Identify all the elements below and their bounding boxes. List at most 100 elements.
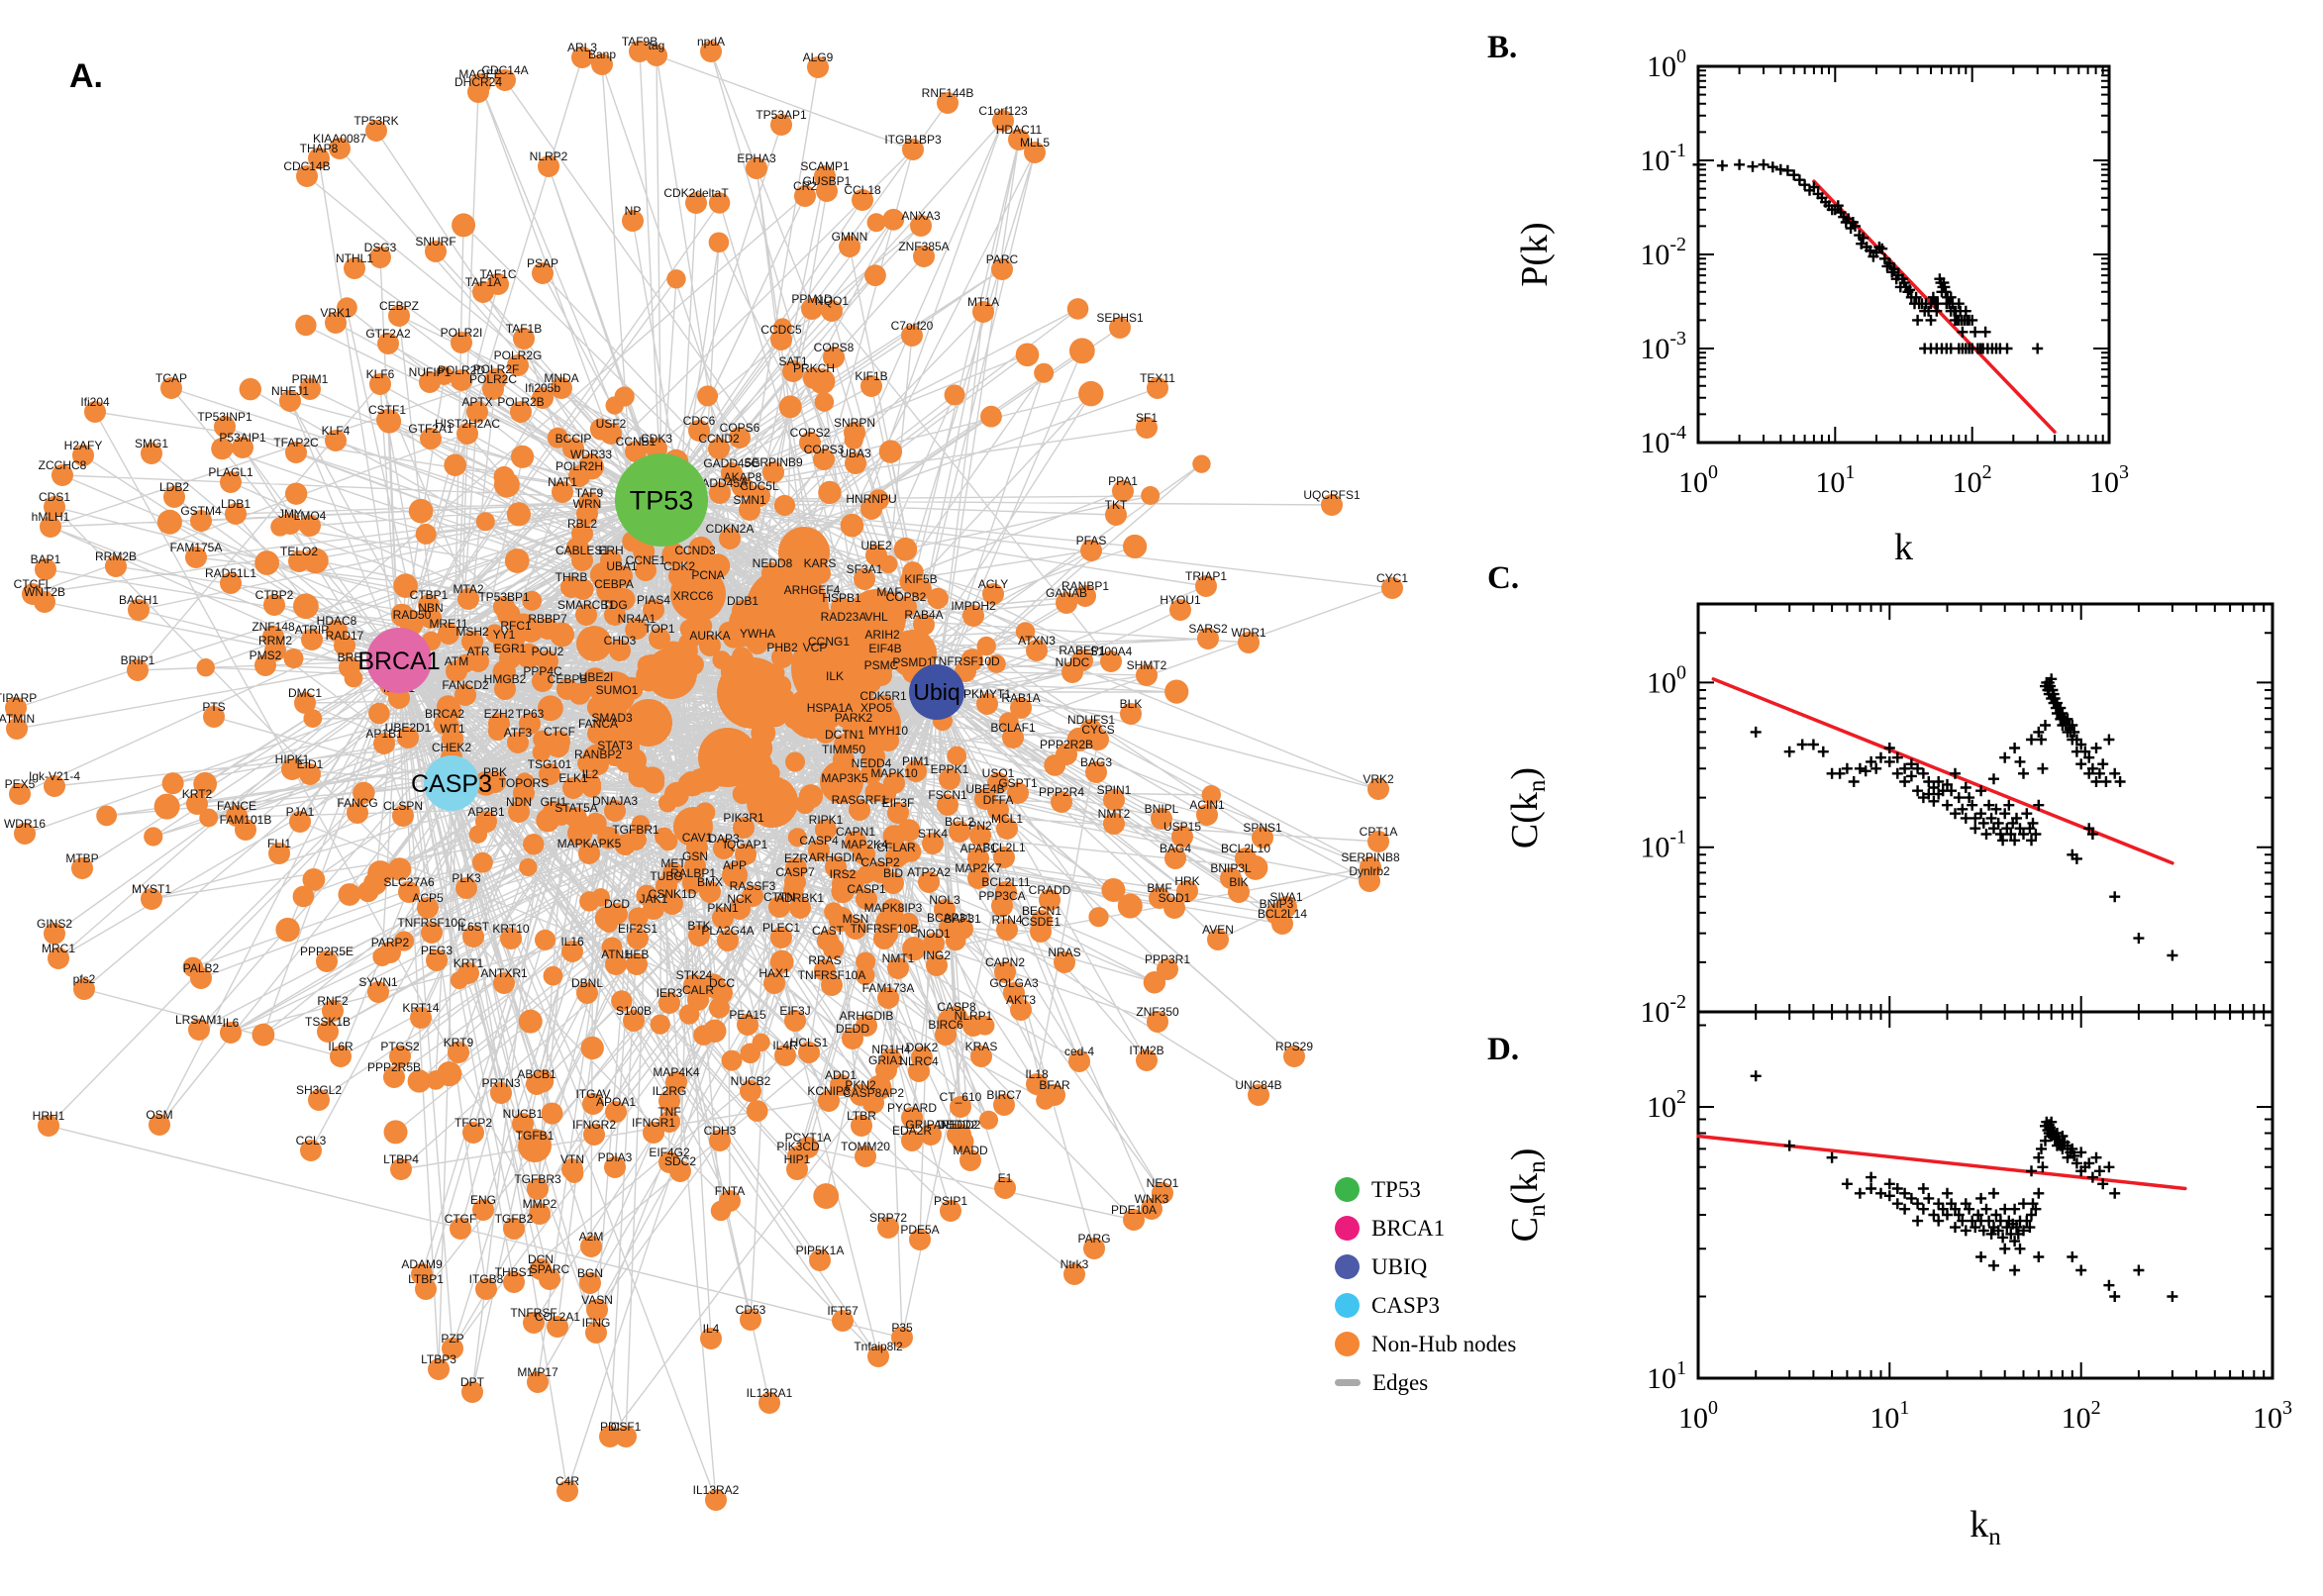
network-node (887, 957, 909, 979)
network-node (1192, 454, 1211, 473)
network-node (1381, 577, 1403, 599)
network-node (560, 576, 582, 598)
node-label: PIP5K1A (796, 1244, 845, 1257)
network-node (329, 138, 351, 159)
node-label: HCLS1 (790, 1036, 829, 1049)
network-node (533, 730, 552, 748)
node-label: BCL2L14 (1258, 907, 1307, 921)
network-node (504, 549, 530, 573)
network-node (643, 599, 664, 621)
network-node (740, 1080, 761, 1102)
network-node (658, 793, 677, 813)
hub-label-tp53: TP53 (630, 485, 694, 515)
node-label: PPP3CA (978, 889, 1025, 903)
node-label: AVEN (1202, 923, 1234, 937)
node-label: WDR1 (1231, 626, 1266, 640)
node-label: NDUFS1 (1067, 713, 1115, 727)
node-label: UQCRFS1 (1303, 488, 1361, 502)
network-node (330, 1046, 352, 1067)
network-node (815, 819, 837, 841)
network-node (856, 1015, 877, 1037)
network-node (845, 452, 866, 474)
network-node (769, 949, 794, 974)
network-node (44, 923, 65, 945)
node-label: USF2 (596, 417, 627, 431)
network-node (369, 247, 391, 268)
hub-node-brca1 (366, 628, 432, 693)
network-node (1123, 1209, 1145, 1231)
node-label: C7orf20 (891, 319, 934, 333)
node-label: SDC2 (664, 1154, 696, 1168)
node-label: PDE5A (900, 1223, 939, 1237)
network-node (1248, 1084, 1269, 1106)
network-node (860, 498, 882, 520)
network-node (484, 771, 506, 793)
node-label: XPO5 (860, 701, 892, 715)
network-node (935, 1024, 957, 1046)
network-node (908, 1060, 930, 1082)
network-node (299, 515, 321, 537)
network-node (532, 670, 554, 692)
network-node (823, 347, 845, 368)
network-node (947, 1124, 968, 1146)
network-node (601, 717, 623, 739)
hub-label-ubiq: Ubiq (913, 679, 960, 705)
network-node (303, 709, 323, 729)
network-node (1136, 1049, 1158, 1071)
network-node (1164, 679, 1189, 704)
network-node (905, 760, 927, 782)
network-node (969, 825, 991, 847)
node-label: S100B (616, 1004, 652, 1018)
node-label: STK24 (676, 968, 713, 982)
network-node (344, 257, 365, 279)
node-label: HAX1 (758, 966, 790, 980)
network-node (576, 503, 598, 525)
node-label: CCND3 (674, 544, 716, 557)
network-node (587, 753, 609, 775)
node-label: SARS2 (1188, 622, 1228, 636)
network-node (684, 855, 706, 877)
node-label: LDB1 (221, 497, 251, 511)
node-label: GFI1 (541, 795, 567, 809)
node-label: PMS2 (250, 648, 282, 662)
node-label: Dynlrb2 (1349, 864, 1390, 878)
node-label: HYOU1 (1160, 593, 1201, 607)
network-node (376, 409, 398, 431)
node-label: HIST2H2AC (435, 417, 500, 431)
network-node (934, 899, 956, 921)
network-node (71, 857, 93, 879)
network-node (580, 1036, 604, 1060)
network-node (579, 773, 601, 795)
panel-c-plot: 100 10-1 10-2 C(kn​) (1504, 602, 2274, 1029)
node-swatch-icon (1335, 1177, 1360, 1202)
node-label: pfs2 (73, 972, 96, 986)
network-node (987, 799, 1009, 821)
network-node (585, 676, 607, 698)
network-node (972, 301, 994, 323)
network-node (1117, 893, 1143, 919)
network-node (626, 618, 648, 640)
node-label: POLR2I (441, 326, 483, 340)
network-node (821, 300, 843, 322)
network-node (408, 498, 434, 524)
network-node (294, 692, 316, 714)
network-node (709, 482, 731, 504)
node-label: FAM101B (220, 813, 272, 827)
network-node (199, 808, 219, 828)
node-label: NEO1 (1147, 1176, 1179, 1190)
network-node (1201, 785, 1222, 805)
node-label: ADRBK1 (776, 891, 824, 905)
network-node (1002, 727, 1024, 748)
node-label: ELK1 (558, 771, 588, 785)
network-node (538, 695, 563, 722)
network-node (1321, 494, 1343, 516)
node-label: NEDD4 (852, 756, 892, 770)
plot-frame (1696, 64, 2111, 445)
network-node (225, 503, 247, 525)
network-node (428, 1358, 450, 1380)
network-node (523, 1312, 545, 1334)
network-node (288, 550, 310, 572)
node-label: ARHGDIB (840, 1009, 894, 1023)
